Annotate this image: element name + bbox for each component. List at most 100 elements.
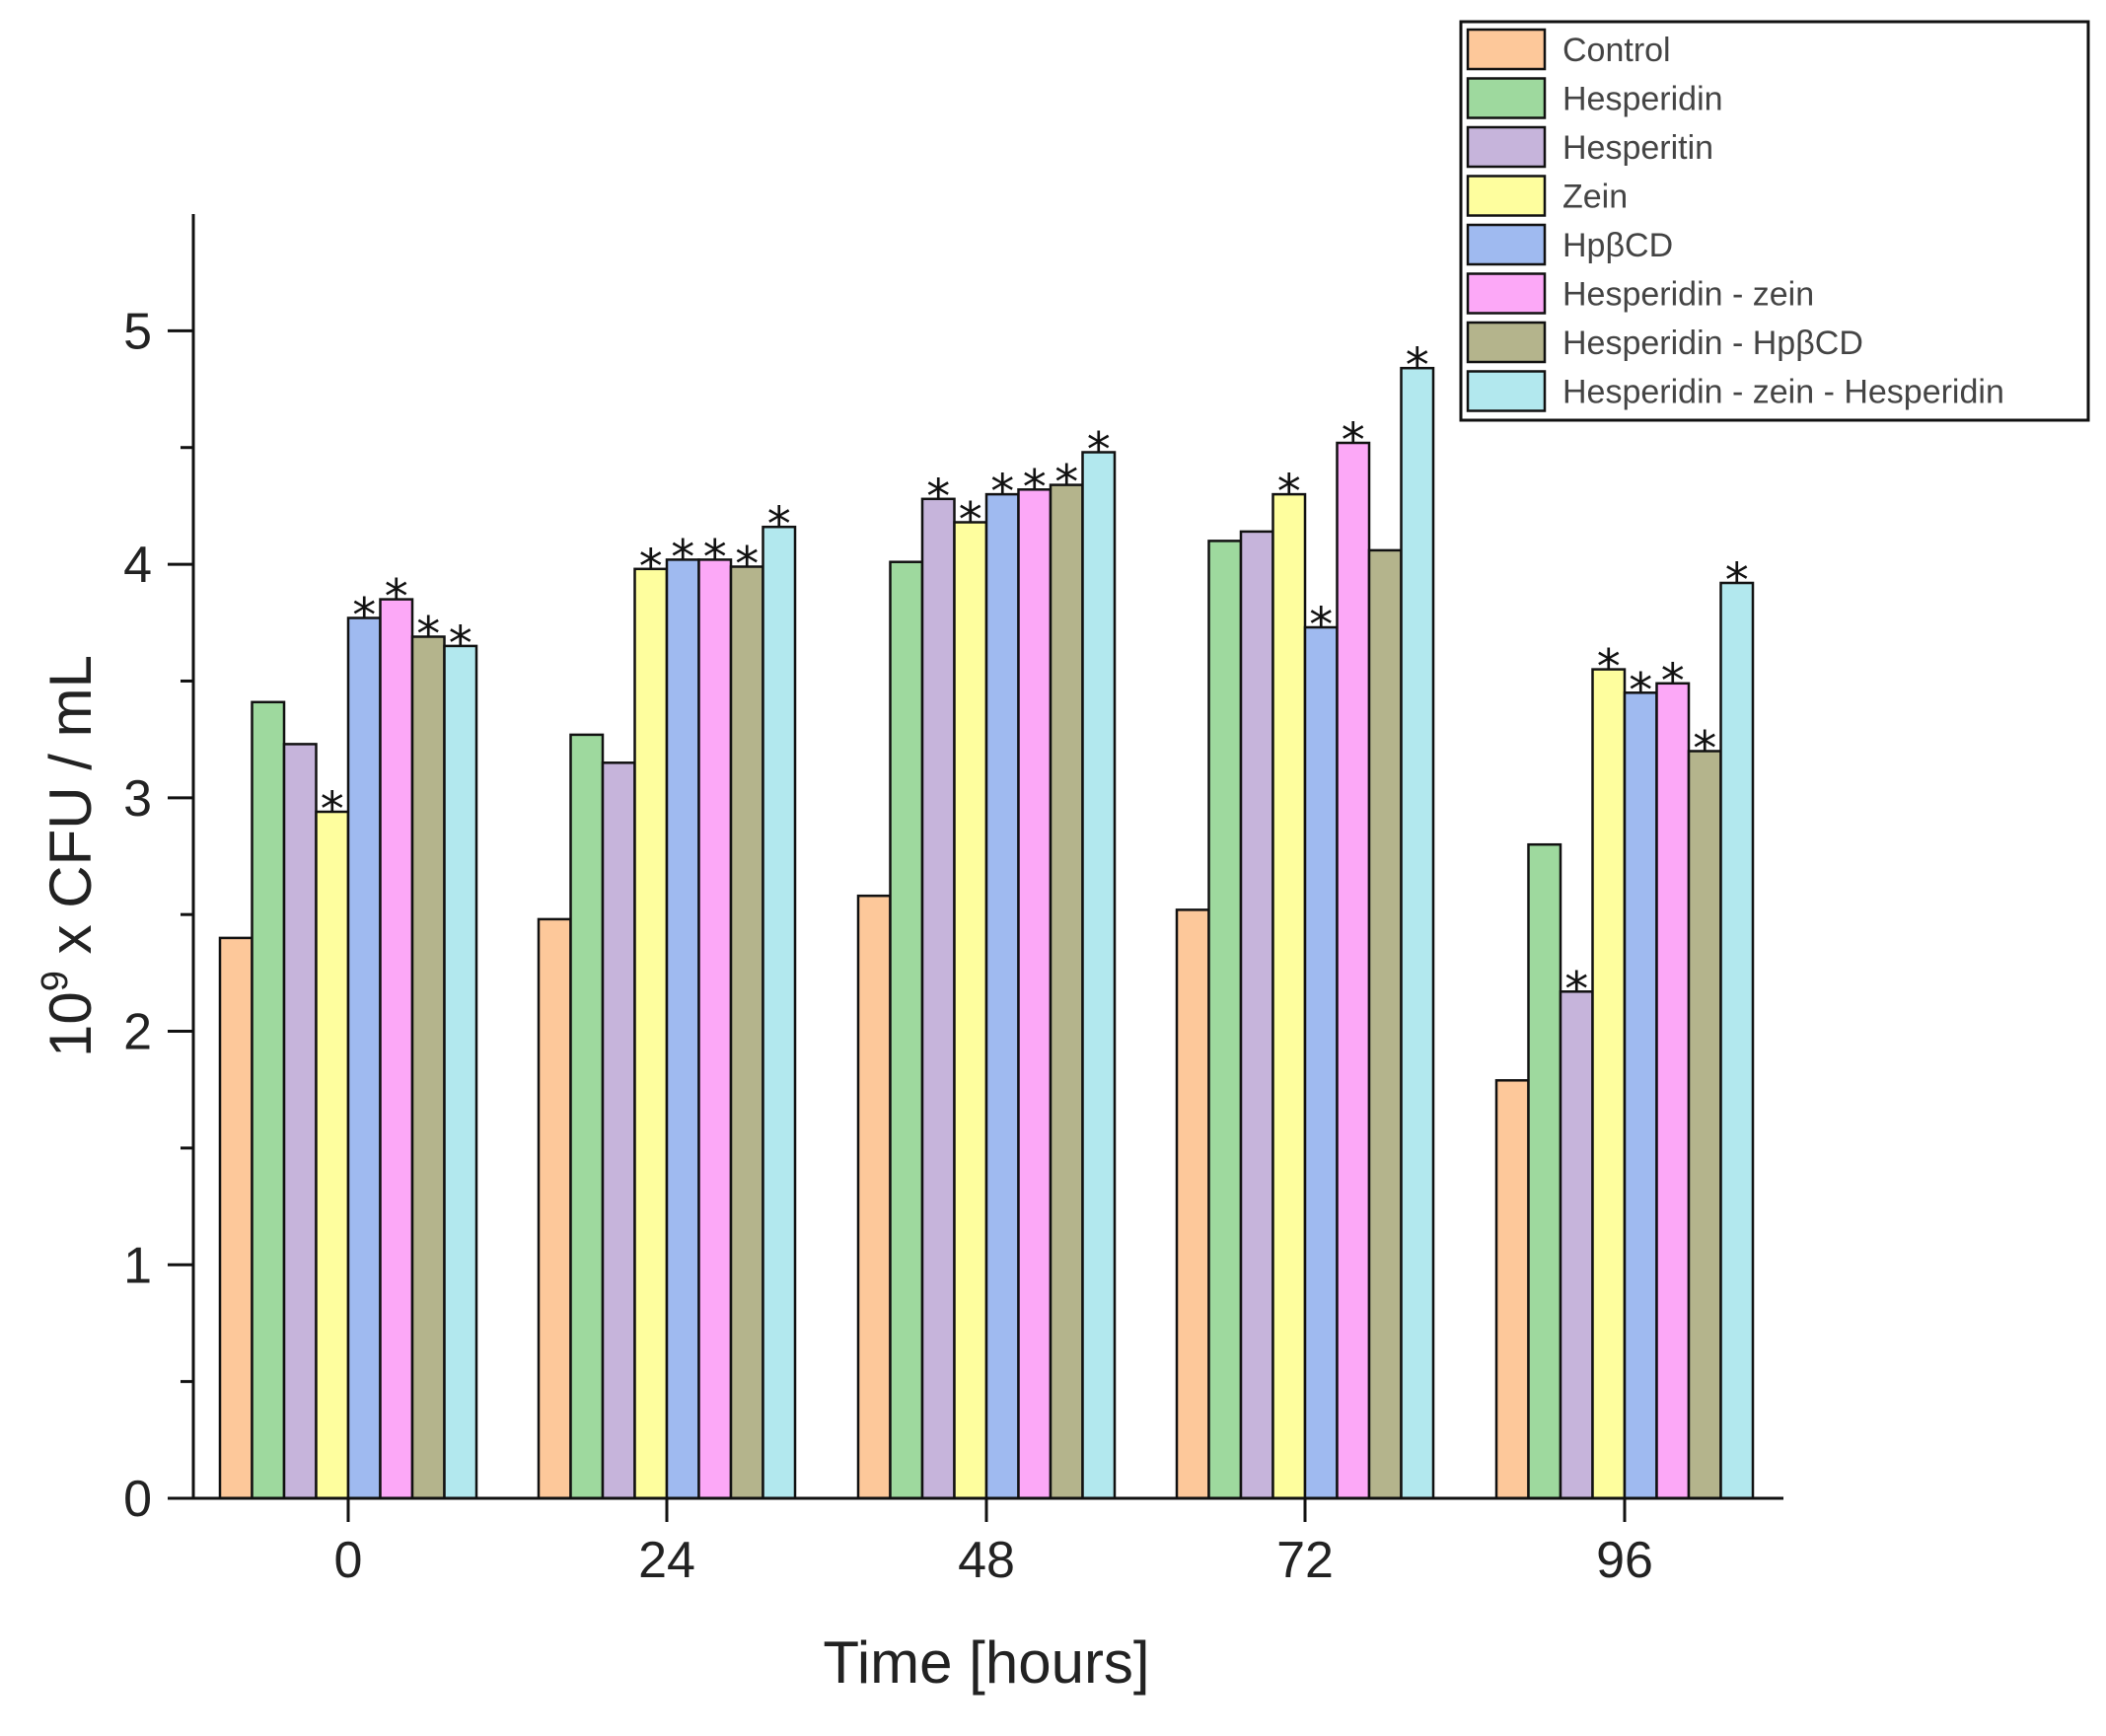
significance-star: * [1342, 413, 1365, 469]
bar [1623, 691, 1658, 1500]
significance-star: * [321, 782, 344, 837]
legend-label: Zein [1562, 179, 1628, 216]
bar [984, 492, 1020, 1500]
significance-star: * [1406, 338, 1429, 394]
bar [762, 525, 797, 1500]
bar [537, 917, 572, 1500]
bar [410, 635, 446, 1500]
significance-markers: ************************** [321, 338, 1749, 1017]
bar [1049, 483, 1084, 1500]
bar [315, 810, 350, 1500]
bar [1239, 530, 1274, 1500]
bar [1017, 488, 1053, 1500]
legend-label: Hesperidin - HpβCD [1562, 325, 1863, 362]
legend-swatch [1466, 77, 1547, 119]
y-axis-title-base: 10 [37, 991, 104, 1057]
legend-swatch [1466, 28, 1547, 71]
y-axis-title-exponent: 9 [35, 971, 76, 991]
significance-star: * [639, 540, 663, 595]
significance-star: * [1597, 640, 1621, 695]
y-tick-label: 4 [123, 537, 152, 594]
bar [1655, 682, 1691, 1500]
significance-star: * [385, 570, 408, 625]
significance-star: * [352, 589, 376, 644]
legend-swatch [1466, 321, 1547, 364]
x-tick-label: 72 [1276, 1532, 1334, 1589]
bar [1559, 990, 1594, 1500]
significance-star: * [416, 608, 440, 663]
y-tick-label: 2 [123, 1004, 152, 1061]
legend-label: Control [1562, 32, 1671, 69]
significance-star: * [1054, 456, 1078, 511]
bar [379, 598, 414, 1500]
legend-label: Hesperidin [1562, 81, 1723, 118]
legend-swatch [1466, 272, 1547, 315]
bar [729, 565, 764, 1500]
bars-group [218, 366, 1755, 1500]
legend-swatch [1466, 175, 1547, 217]
y-axis-title: 109 x CFU / mL [35, 655, 104, 1057]
legend-frame [1459, 20, 2090, 422]
y-tick-label: 1 [123, 1237, 152, 1294]
significance-star: * [1725, 553, 1749, 609]
legend-swatch [1466, 125, 1547, 169]
bar [953, 521, 988, 1500]
significance-star: * [1309, 598, 1333, 653]
legend: Control Hesperidin Hesperitin Zein HpβCD Hesp… [1459, 20, 2090, 422]
bar [1271, 492, 1307, 1500]
x-tick-label: 24 [638, 1532, 695, 1589]
bar [889, 560, 924, 1500]
bar [1175, 908, 1210, 1500]
bar [1207, 540, 1243, 1500]
significance-star: * [926, 470, 950, 525]
significance-star: * [449, 616, 472, 672]
bar [1719, 581, 1755, 1500]
bar [601, 761, 636, 1500]
x-axis-title: Time [hours] [823, 1629, 1149, 1696]
y-axis-title-rest: x CFU / mL [37, 655, 104, 971]
bar [1527, 842, 1562, 1500]
bar [282, 743, 318, 1500]
y-tick-label: 3 [123, 770, 152, 828]
legend-swatch [1466, 370, 1547, 412]
bar [1303, 625, 1339, 1500]
legend-label: HpβCD [1562, 227, 1673, 264]
bar [1494, 1079, 1530, 1500]
legend-label: Hesperidin - zein [1562, 276, 1814, 314]
legend-swatch [1466, 223, 1547, 266]
significance-star: * [1087, 423, 1111, 478]
bar [697, 558, 733, 1500]
bar [665, 558, 700, 1500]
legend-label: Hesperidin - zein - Hesperidin [1562, 374, 2004, 411]
bar [251, 700, 286, 1500]
significance-star: * [1023, 460, 1047, 515]
significance-star: * [671, 530, 694, 585]
axes: 0 1 2 3 4 5 0 24 48 72 96 [123, 214, 1783, 1589]
legend-label: Hesperitin [1562, 129, 1713, 167]
significance-star: * [1661, 654, 1685, 709]
significance-star: * [959, 493, 982, 548]
bar [569, 733, 605, 1500]
y-tick-label: 5 [123, 303, 152, 360]
y-tick-label: 0 [123, 1471, 152, 1528]
significance-star: * [1564, 962, 1588, 1017]
significance-star: * [990, 465, 1014, 520]
x-tick-label: 48 [958, 1532, 1015, 1589]
significance-star: * [1277, 465, 1301, 520]
bar [633, 567, 669, 1500]
significance-star: * [1629, 663, 1652, 718]
x-tick-label: 0 [334, 1532, 363, 1589]
significance-star: * [1693, 722, 1716, 777]
significance-star: * [703, 530, 727, 585]
bar [1591, 668, 1627, 1500]
bar [856, 894, 892, 1500]
significance-star: * [735, 538, 759, 593]
bar [218, 936, 254, 1500]
bar [443, 644, 478, 1500]
significance-star: * [767, 497, 791, 552]
x-tick-label: 96 [1596, 1532, 1653, 1589]
bar [1081, 451, 1117, 1500]
bar [1367, 548, 1403, 1500]
bar [1336, 441, 1371, 1500]
